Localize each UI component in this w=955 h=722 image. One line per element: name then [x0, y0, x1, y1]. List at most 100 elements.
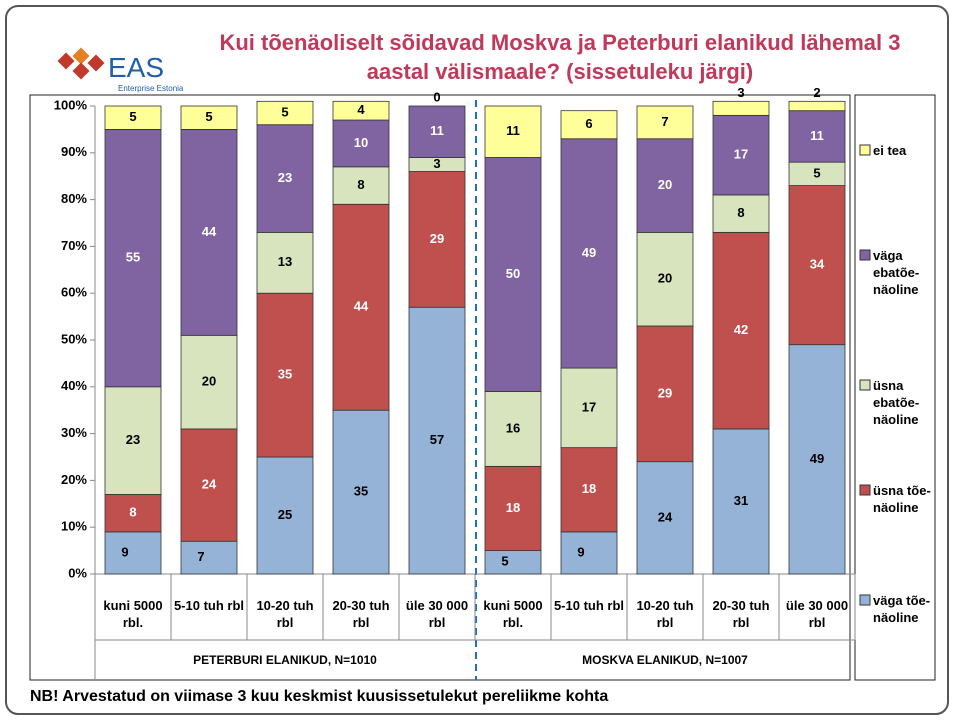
- legend-swatch: [859, 379, 871, 391]
- data-label: 23: [278, 170, 292, 185]
- x-tick-label: 20-30 tuh rbl: [712, 598, 770, 630]
- data-label: 11: [506, 123, 520, 138]
- data-label: 2: [813, 85, 820, 100]
- bar-segment: [408, 306, 466, 575]
- data-label: 29: [430, 231, 444, 246]
- data-label: 42: [734, 322, 748, 337]
- y-tick-label: 60%: [61, 285, 87, 300]
- bar-segment: [636, 105, 694, 140]
- bar-segment: [712, 100, 770, 116]
- bar-segment: [104, 105, 162, 130]
- data-label: 4: [357, 102, 365, 117]
- bar-segment: [408, 105, 466, 158]
- bar-segment: [712, 428, 770, 575]
- y-tick-label: 90%: [61, 144, 87, 159]
- footnote: NB! Arvestatud on viimase 3 kuu keskmist…: [30, 688, 609, 705]
- bar-segment: [256, 100, 314, 126]
- bar-segment: [332, 100, 390, 121]
- x-tick-label: 5-10 tuh rbl: [553, 598, 625, 613]
- bar-segment: [180, 334, 238, 430]
- data-label: 11: [430, 123, 444, 138]
- logo-mark: [57, 47, 105, 80]
- group-label: MOSKVA ELANIKUD, N=1007: [582, 653, 748, 667]
- y-tick-label: 10%: [61, 519, 87, 534]
- data-label: 20: [658, 177, 672, 192]
- bar-segment: [180, 128, 238, 336]
- legend-swatch: [859, 249, 871, 261]
- y-tick-label: 80%: [61, 191, 87, 206]
- data-label: 49: [582, 245, 596, 260]
- data-label: 44: [202, 224, 217, 239]
- bar-segment: [256, 292, 314, 458]
- data-label: 11: [810, 128, 824, 143]
- data-label: 20: [202, 374, 216, 389]
- data-label: 18: [506, 500, 520, 515]
- data-label: 7: [661, 114, 668, 129]
- logo-subtitle: Enterprise Estonia: [118, 84, 184, 93]
- data-label: 17: [582, 399, 596, 414]
- bar-segment: [104, 386, 162, 495]
- logo: EAS: [108, 52, 165, 83]
- data-label: 9: [577, 544, 584, 559]
- group-label: PETERBURI ELANIKUD, N=1010: [193, 653, 377, 667]
- x-tick-label: 10-20 tuh rbl: [256, 598, 314, 630]
- data-label: 34: [810, 257, 825, 272]
- bar-segment: [484, 157, 542, 392]
- legend-label: väga tõe-näoline: [873, 593, 931, 625]
- y-tick-label: 70%: [61, 238, 87, 253]
- bar-segment: [712, 114, 770, 196]
- x-tick-label: 20-30 tuh rbl: [332, 598, 390, 630]
- data-label: 55: [126, 250, 140, 265]
- data-label: 3: [433, 156, 440, 171]
- data-label: 5: [281, 104, 288, 119]
- data-label: 17: [734, 147, 748, 162]
- data-label: 29: [658, 385, 672, 400]
- data-label: 24: [658, 509, 673, 524]
- data-label: 18: [582, 481, 596, 496]
- data-label: 44: [354, 299, 369, 314]
- y-tick-label: 100%: [54, 97, 88, 112]
- bar-segment: [256, 456, 314, 575]
- y-tick-label: 20%: [61, 472, 87, 487]
- x-tick-label: kuni 5000 rbl.: [103, 598, 163, 630]
- bar-segment: [484, 391, 542, 467]
- bar-segment: [104, 494, 162, 533]
- bar-segment: [180, 540, 238, 575]
- bar-segment: [636, 461, 694, 575]
- x-tick-label: kuni 5000 rbl.: [483, 598, 543, 630]
- data-label: 9: [121, 544, 128, 559]
- bar-segment: [560, 447, 618, 533]
- data-label: 5: [501, 554, 508, 569]
- legend-label: väga ebatõe-näoline: [873, 248, 920, 297]
- data-label: 31: [734, 493, 748, 508]
- bar-segment: [484, 550, 542, 575]
- bar-segment: [332, 409, 390, 575]
- x-tick-label: 5-10 tuh rbl: [173, 598, 245, 613]
- data-label: 57: [430, 432, 444, 447]
- bar-segment: [560, 110, 618, 140]
- data-label: 50: [506, 266, 520, 281]
- data-label: 35: [354, 484, 368, 499]
- data-label: 3: [737, 85, 744, 100]
- y-tick-label: 30%: [61, 425, 87, 440]
- data-label: 0: [433, 89, 440, 104]
- data-label: 16: [506, 420, 520, 435]
- legend-swatch: [859, 144, 871, 156]
- legend-label: üsna ebatõe-näoline: [873, 378, 920, 427]
- legend-swatch: [859, 484, 871, 496]
- bar-segment: [788, 344, 846, 575]
- data-label: 5: [813, 165, 820, 180]
- y-tick-label: 0%: [68, 565, 87, 580]
- data-label: 20: [658, 271, 672, 286]
- legend-swatch: [859, 594, 871, 606]
- data-label: 6: [585, 116, 592, 131]
- y-tick-label: 50%: [61, 331, 87, 346]
- data-label: 49: [810, 451, 824, 466]
- bar-segment: [256, 124, 314, 233]
- bar-segment: [180, 105, 238, 130]
- data-label: 25: [278, 507, 292, 522]
- bar-segment: [712, 194, 770, 233]
- legend-label: ei tea: [873, 143, 907, 158]
- bar-segment: [332, 119, 390, 168]
